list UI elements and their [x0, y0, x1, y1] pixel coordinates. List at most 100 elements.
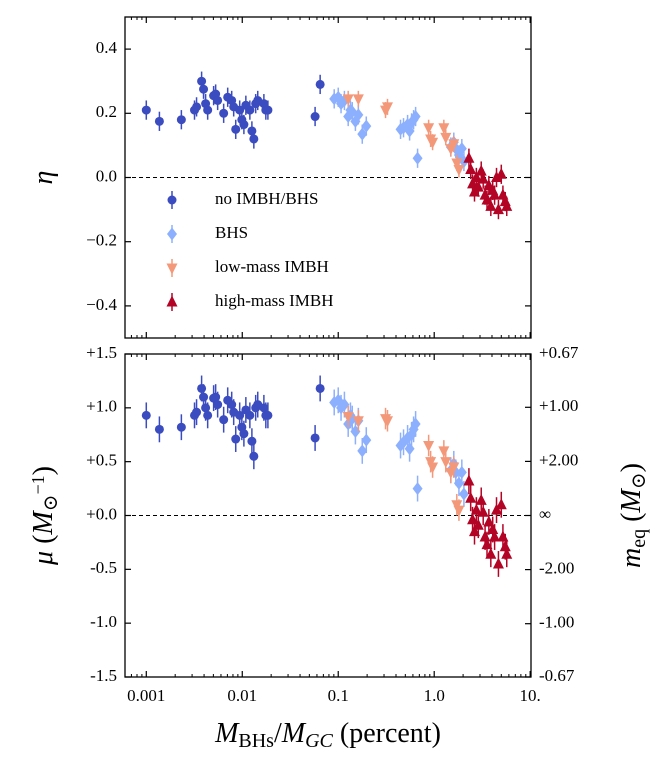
marker — [410, 110, 421, 124]
marker — [219, 108, 229, 118]
marker — [438, 446, 450, 458]
y-tick-label: -0.5 — [90, 558, 117, 577]
legend-marker — [167, 227, 177, 241]
marker — [485, 199, 497, 211]
label-part: μ — [28, 551, 59, 566]
marker — [410, 417, 421, 431]
marker — [201, 403, 211, 413]
marker — [154, 116, 164, 126]
marker — [495, 167, 507, 179]
legend-marker — [166, 263, 178, 275]
marker — [501, 547, 513, 559]
marker — [197, 76, 207, 86]
marker — [310, 112, 320, 122]
legend: no IMBH/BHS BHS low-mass IMBH high-mass IMB… — [166, 189, 334, 311]
marker — [470, 503, 482, 515]
marker — [458, 487, 469, 501]
y-axis-label: μ (M⊙−1) — [28, 466, 62, 566]
marker — [247, 436, 257, 446]
label-part: M — [281, 718, 307, 749]
marker — [154, 424, 164, 434]
marker — [427, 462, 439, 474]
label-part: −1 — [28, 475, 48, 494]
legend-label: low-mass IMBH — [215, 257, 329, 276]
marker — [263, 410, 273, 420]
label-part: M — [616, 487, 647, 513]
marker — [453, 164, 465, 176]
label-part: M — [214, 718, 240, 749]
marker — [470, 171, 482, 182]
marker — [489, 530, 501, 542]
label-part: ) — [28, 466, 59, 475]
marker — [475, 493, 487, 505]
y2-tick-label: -1.00 — [539, 613, 574, 632]
marker — [213, 400, 223, 410]
legend-label: no IMBH/BHS — [215, 189, 318, 208]
marker — [176, 115, 186, 125]
marker — [342, 411, 354, 423]
label-part: ⊙ — [628, 472, 650, 489]
label-part: / — [274, 718, 282, 749]
marker — [453, 505, 465, 517]
marker — [315, 383, 325, 393]
x-tick-label: 0.01 — [227, 686, 257, 705]
marker — [263, 105, 273, 115]
marker — [211, 392, 221, 402]
y2-tick-label: +1.00 — [539, 396, 578, 415]
marker — [451, 158, 463, 170]
marker — [475, 164, 487, 176]
y-tick-label: +1.5 — [86, 343, 117, 362]
marker — [352, 416, 364, 428]
legend-label: BHS — [215, 223, 248, 242]
marker — [477, 505, 489, 517]
marker — [412, 151, 423, 165]
marker — [456, 465, 467, 479]
marker — [315, 79, 325, 89]
marker — [357, 127, 368, 141]
x-axis-label: MBHs/MGC (percent) — [214, 718, 441, 752]
marker — [472, 180, 484, 192]
marker — [489, 188, 501, 200]
marker — [213, 95, 223, 105]
marker — [203, 410, 213, 420]
marker — [485, 547, 497, 559]
marker — [465, 491, 477, 503]
marker — [353, 108, 364, 122]
marker — [448, 139, 460, 151]
marker — [192, 407, 202, 417]
marker — [249, 451, 259, 461]
marker — [412, 482, 423, 496]
marker — [463, 151, 475, 163]
label-part: ⊙ — [40, 495, 62, 512]
y-tick-label: 0.2 — [96, 102, 117, 121]
marker — [477, 172, 489, 184]
marker — [381, 416, 393, 428]
label-part: ( — [28, 535, 59, 551]
marker — [492, 557, 504, 569]
marker — [141, 105, 151, 115]
label-part: eq — [628, 529, 650, 548]
y-tick-label: -1.5 — [90, 666, 117, 685]
marker — [249, 134, 259, 144]
label-part: BHs — [238, 730, 274, 752]
marker — [465, 162, 477, 174]
marker — [176, 422, 186, 432]
label-part: m — [616, 548, 647, 568]
marker — [463, 474, 475, 486]
marker — [423, 123, 435, 135]
y-axis-label: η — [28, 171, 59, 185]
marker — [141, 410, 151, 420]
marker — [499, 540, 511, 552]
marker — [491, 171, 503, 182]
marker — [219, 415, 229, 425]
marker — [479, 530, 491, 542]
marker — [448, 462, 460, 474]
marker — [192, 102, 202, 112]
x-tick-label: 0.1 — [328, 686, 349, 705]
y-tick-label: +0.0 — [86, 504, 117, 523]
label-part: η — [28, 171, 59, 185]
y2-tick-label: -2.00 — [539, 559, 574, 578]
plot-area — [141, 71, 513, 220]
